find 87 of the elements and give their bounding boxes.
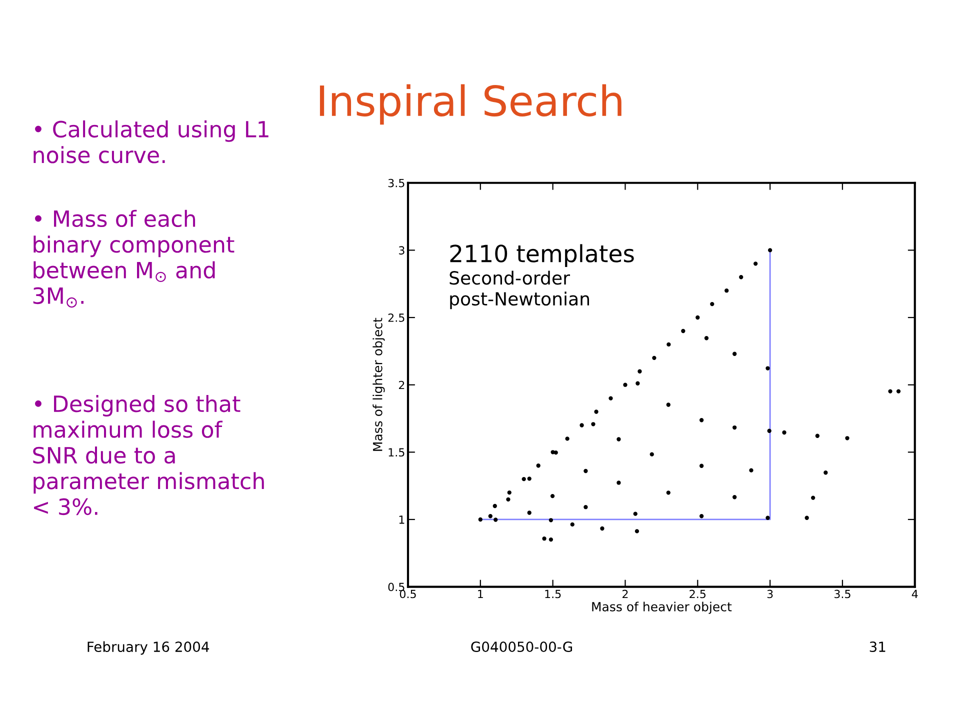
point	[636, 381, 640, 386]
point	[810, 496, 816, 500]
y-tick-label: 1.5	[388, 448, 404, 457]
point	[766, 366, 770, 370]
point	[608, 396, 613, 400]
point	[594, 410, 598, 414]
point	[548, 537, 554, 542]
annotation: 2110 templates	[450, 244, 634, 268]
y-tick-label: 2	[398, 380, 404, 390]
point	[699, 464, 704, 468]
point	[623, 382, 628, 387]
point	[536, 464, 540, 468]
point	[782, 430, 786, 435]
point	[506, 497, 510, 502]
point	[550, 494, 555, 498]
point	[634, 529, 640, 534]
point	[580, 423, 584, 428]
text: • Designed so that maximum loss of SNR due to a parameter mismatch < 3%.	[33, 394, 264, 516]
chart-title: Inspiral Search	[320, 84, 622, 125]
point	[724, 288, 729, 293]
point	[591, 422, 596, 426]
point	[666, 402, 670, 407]
point	[527, 476, 532, 481]
y-axis-title: Mass of lighter object	[372, 318, 385, 451]
point	[616, 480, 621, 485]
point	[767, 428, 772, 433]
point	[696, 315, 700, 320]
text: • Calculated using L1 noise curve.	[34, 120, 268, 164]
text: • Mass of each binary component between M$_{⊙}$ and 3M$_{⊙}$.	[33, 210, 234, 308]
point	[633, 512, 638, 516]
point	[732, 425, 737, 430]
point	[584, 505, 588, 510]
point	[554, 450, 558, 455]
point	[650, 452, 654, 456]
point	[666, 342, 671, 347]
point	[666, 490, 670, 495]
point	[478, 517, 482, 522]
x-axis-title: Mass of heavier object	[592, 602, 732, 614]
point	[522, 477, 526, 482]
point	[488, 514, 492, 518]
point	[766, 516, 770, 520]
x-tick-label: 2.5	[690, 590, 706, 598]
point	[699, 418, 704, 422]
point	[804, 516, 809, 520]
point	[845, 436, 850, 440]
y-tick-label: 2.5	[388, 313, 404, 322]
point	[815, 434, 820, 438]
point	[896, 389, 901, 394]
point	[749, 468, 754, 472]
point	[638, 369, 642, 374]
point	[710, 302, 714, 306]
point	[494, 518, 498, 522]
point	[888, 389, 892, 394]
point	[548, 518, 554, 522]
x-tick-label: 1.5	[545, 590, 561, 598]
y-tick-label: 3	[399, 246, 404, 255]
point	[584, 468, 588, 474]
x-tick-label: 3	[767, 590, 773, 598]
point	[768, 248, 772, 252]
point	[527, 510, 532, 515]
y-tick-label: 0.5	[388, 582, 404, 592]
point	[699, 514, 704, 518]
y-tick-label: 1	[399, 516, 404, 524]
text: 31	[870, 642, 886, 652]
point	[753, 262, 758, 266]
point	[704, 336, 709, 340]
x-tick-label: 2	[622, 590, 628, 598]
point	[739, 275, 744, 280]
point	[507, 490, 512, 495]
point	[681, 328, 686, 334]
x-tick-label: 1	[478, 590, 483, 598]
point	[600, 526, 604, 531]
point	[542, 536, 546, 541]
point	[616, 437, 621, 442]
text: G040050-00-G	[471, 642, 572, 652]
point	[565, 436, 570, 441]
y-tick-label: 3.5	[388, 178, 404, 188]
point	[732, 495, 737, 500]
point	[824, 470, 828, 475]
point	[652, 356, 656, 360]
point	[570, 522, 574, 527]
x-tick-label: 3.5	[834, 590, 850, 598]
annotation: Second-order post-Newtonian	[450, 270, 590, 310]
text: February 16 2004	[88, 641, 210, 655]
point	[492, 504, 497, 508]
point	[732, 352, 737, 356]
x-tick-label: 4	[912, 590, 918, 598]
